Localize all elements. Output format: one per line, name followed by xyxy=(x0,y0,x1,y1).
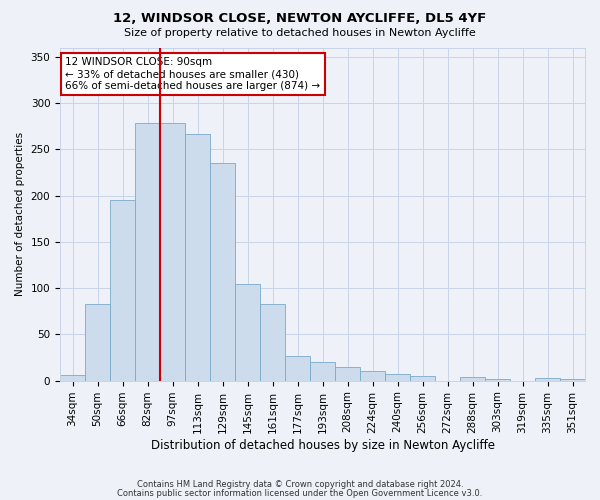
Text: 12 WINDSOR CLOSE: 90sqm
← 33% of detached houses are smaller (430)
66% of semi-d: 12 WINDSOR CLOSE: 90sqm ← 33% of detache… xyxy=(65,58,320,90)
Bar xyxy=(560,379,585,380)
Y-axis label: Number of detached properties: Number of detached properties xyxy=(15,132,25,296)
Text: Size of property relative to detached houses in Newton Aycliffe: Size of property relative to detached ho… xyxy=(124,28,476,38)
Bar xyxy=(210,163,235,380)
Bar xyxy=(85,304,110,380)
Bar xyxy=(110,200,135,380)
Text: 12, WINDSOR CLOSE, NEWTON AYCLIFFE, DL5 4YF: 12, WINDSOR CLOSE, NEWTON AYCLIFFE, DL5 … xyxy=(113,12,487,26)
Bar xyxy=(185,134,210,380)
Bar xyxy=(135,124,160,380)
Text: Contains HM Land Registry data © Crown copyright and database right 2024.: Contains HM Land Registry data © Crown c… xyxy=(137,480,463,489)
Text: Contains public sector information licensed under the Open Government Licence v3: Contains public sector information licen… xyxy=(118,488,482,498)
Bar xyxy=(535,378,560,380)
Bar xyxy=(160,124,185,380)
Bar xyxy=(260,304,285,380)
Bar xyxy=(410,376,435,380)
Bar xyxy=(60,375,85,380)
Bar xyxy=(460,377,485,380)
X-axis label: Distribution of detached houses by size in Newton Aycliffe: Distribution of detached houses by size … xyxy=(151,440,494,452)
Bar xyxy=(385,374,410,380)
Bar xyxy=(285,356,310,380)
Bar xyxy=(235,284,260,380)
Bar xyxy=(360,372,385,380)
Bar xyxy=(485,379,510,380)
Bar xyxy=(335,367,360,380)
Bar xyxy=(310,362,335,380)
